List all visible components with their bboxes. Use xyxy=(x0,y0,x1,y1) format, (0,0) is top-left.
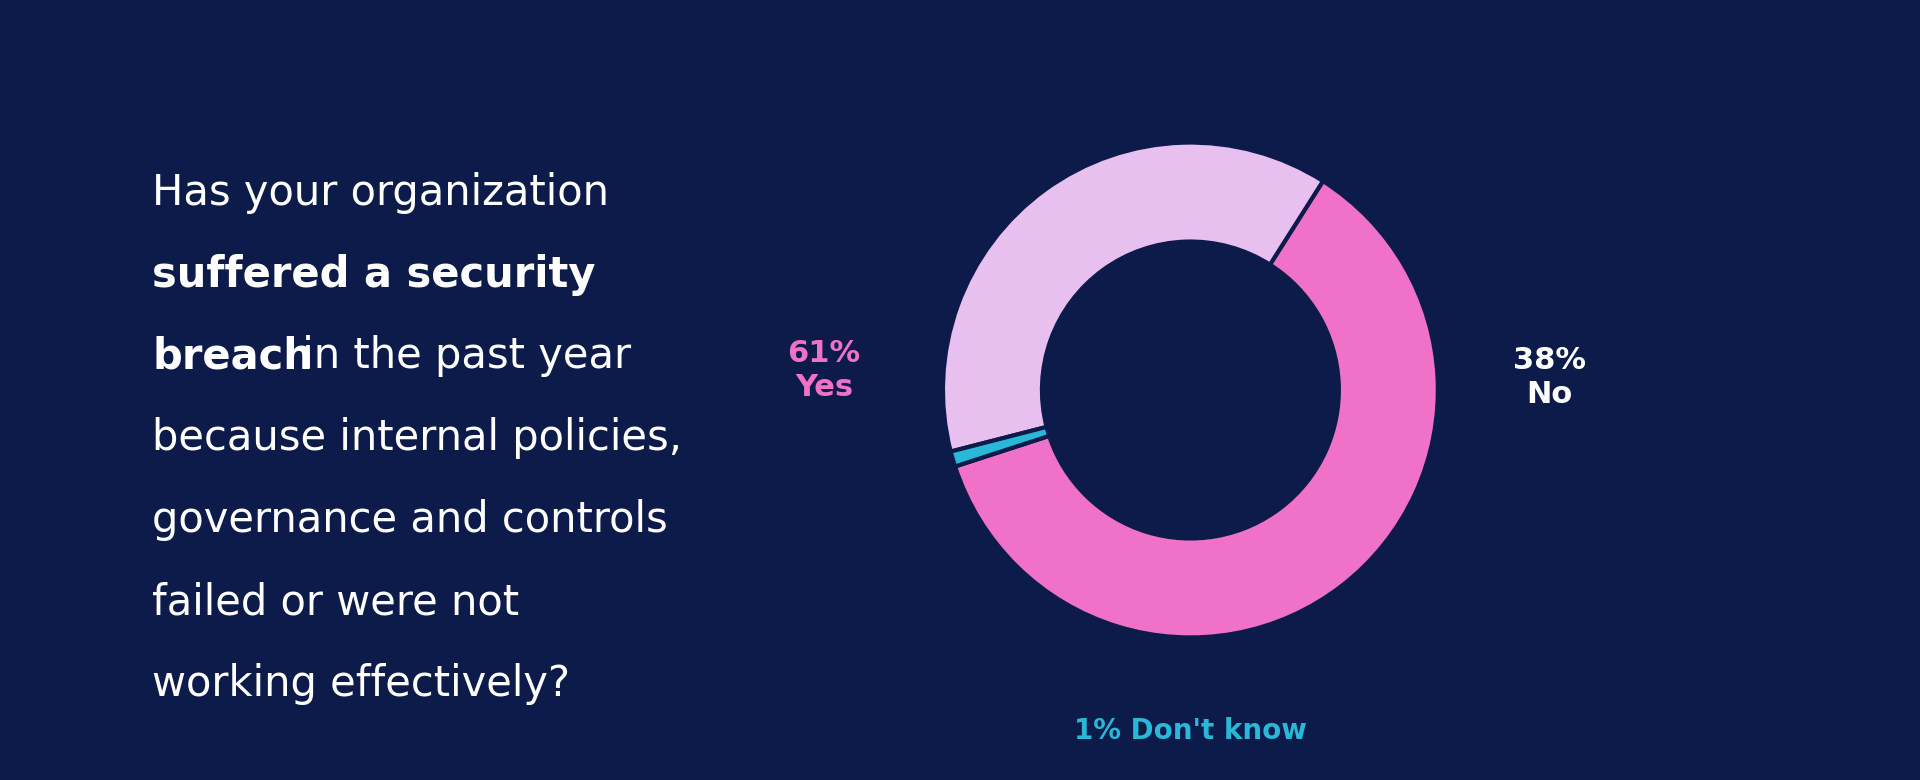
Text: because internal policies,: because internal policies, xyxy=(152,417,682,459)
Text: suffered a security: suffered a security xyxy=(152,254,595,296)
Text: 1% Don't know: 1% Don't know xyxy=(1073,718,1308,746)
Text: Has your organization: Has your organization xyxy=(152,172,609,214)
Text: in the past year: in the past year xyxy=(288,335,632,378)
Text: failed or were not: failed or were not xyxy=(152,581,518,623)
Text: 38%
No: 38% No xyxy=(1513,346,1586,409)
Wedge shape xyxy=(954,181,1438,637)
Text: working effectively?: working effectively? xyxy=(152,663,570,705)
Wedge shape xyxy=(950,427,1048,466)
Text: 61%
Yes: 61% Yes xyxy=(787,339,860,402)
Wedge shape xyxy=(943,143,1323,452)
Text: governance and controls: governance and controls xyxy=(152,499,668,541)
Text: breach: breach xyxy=(152,335,313,378)
